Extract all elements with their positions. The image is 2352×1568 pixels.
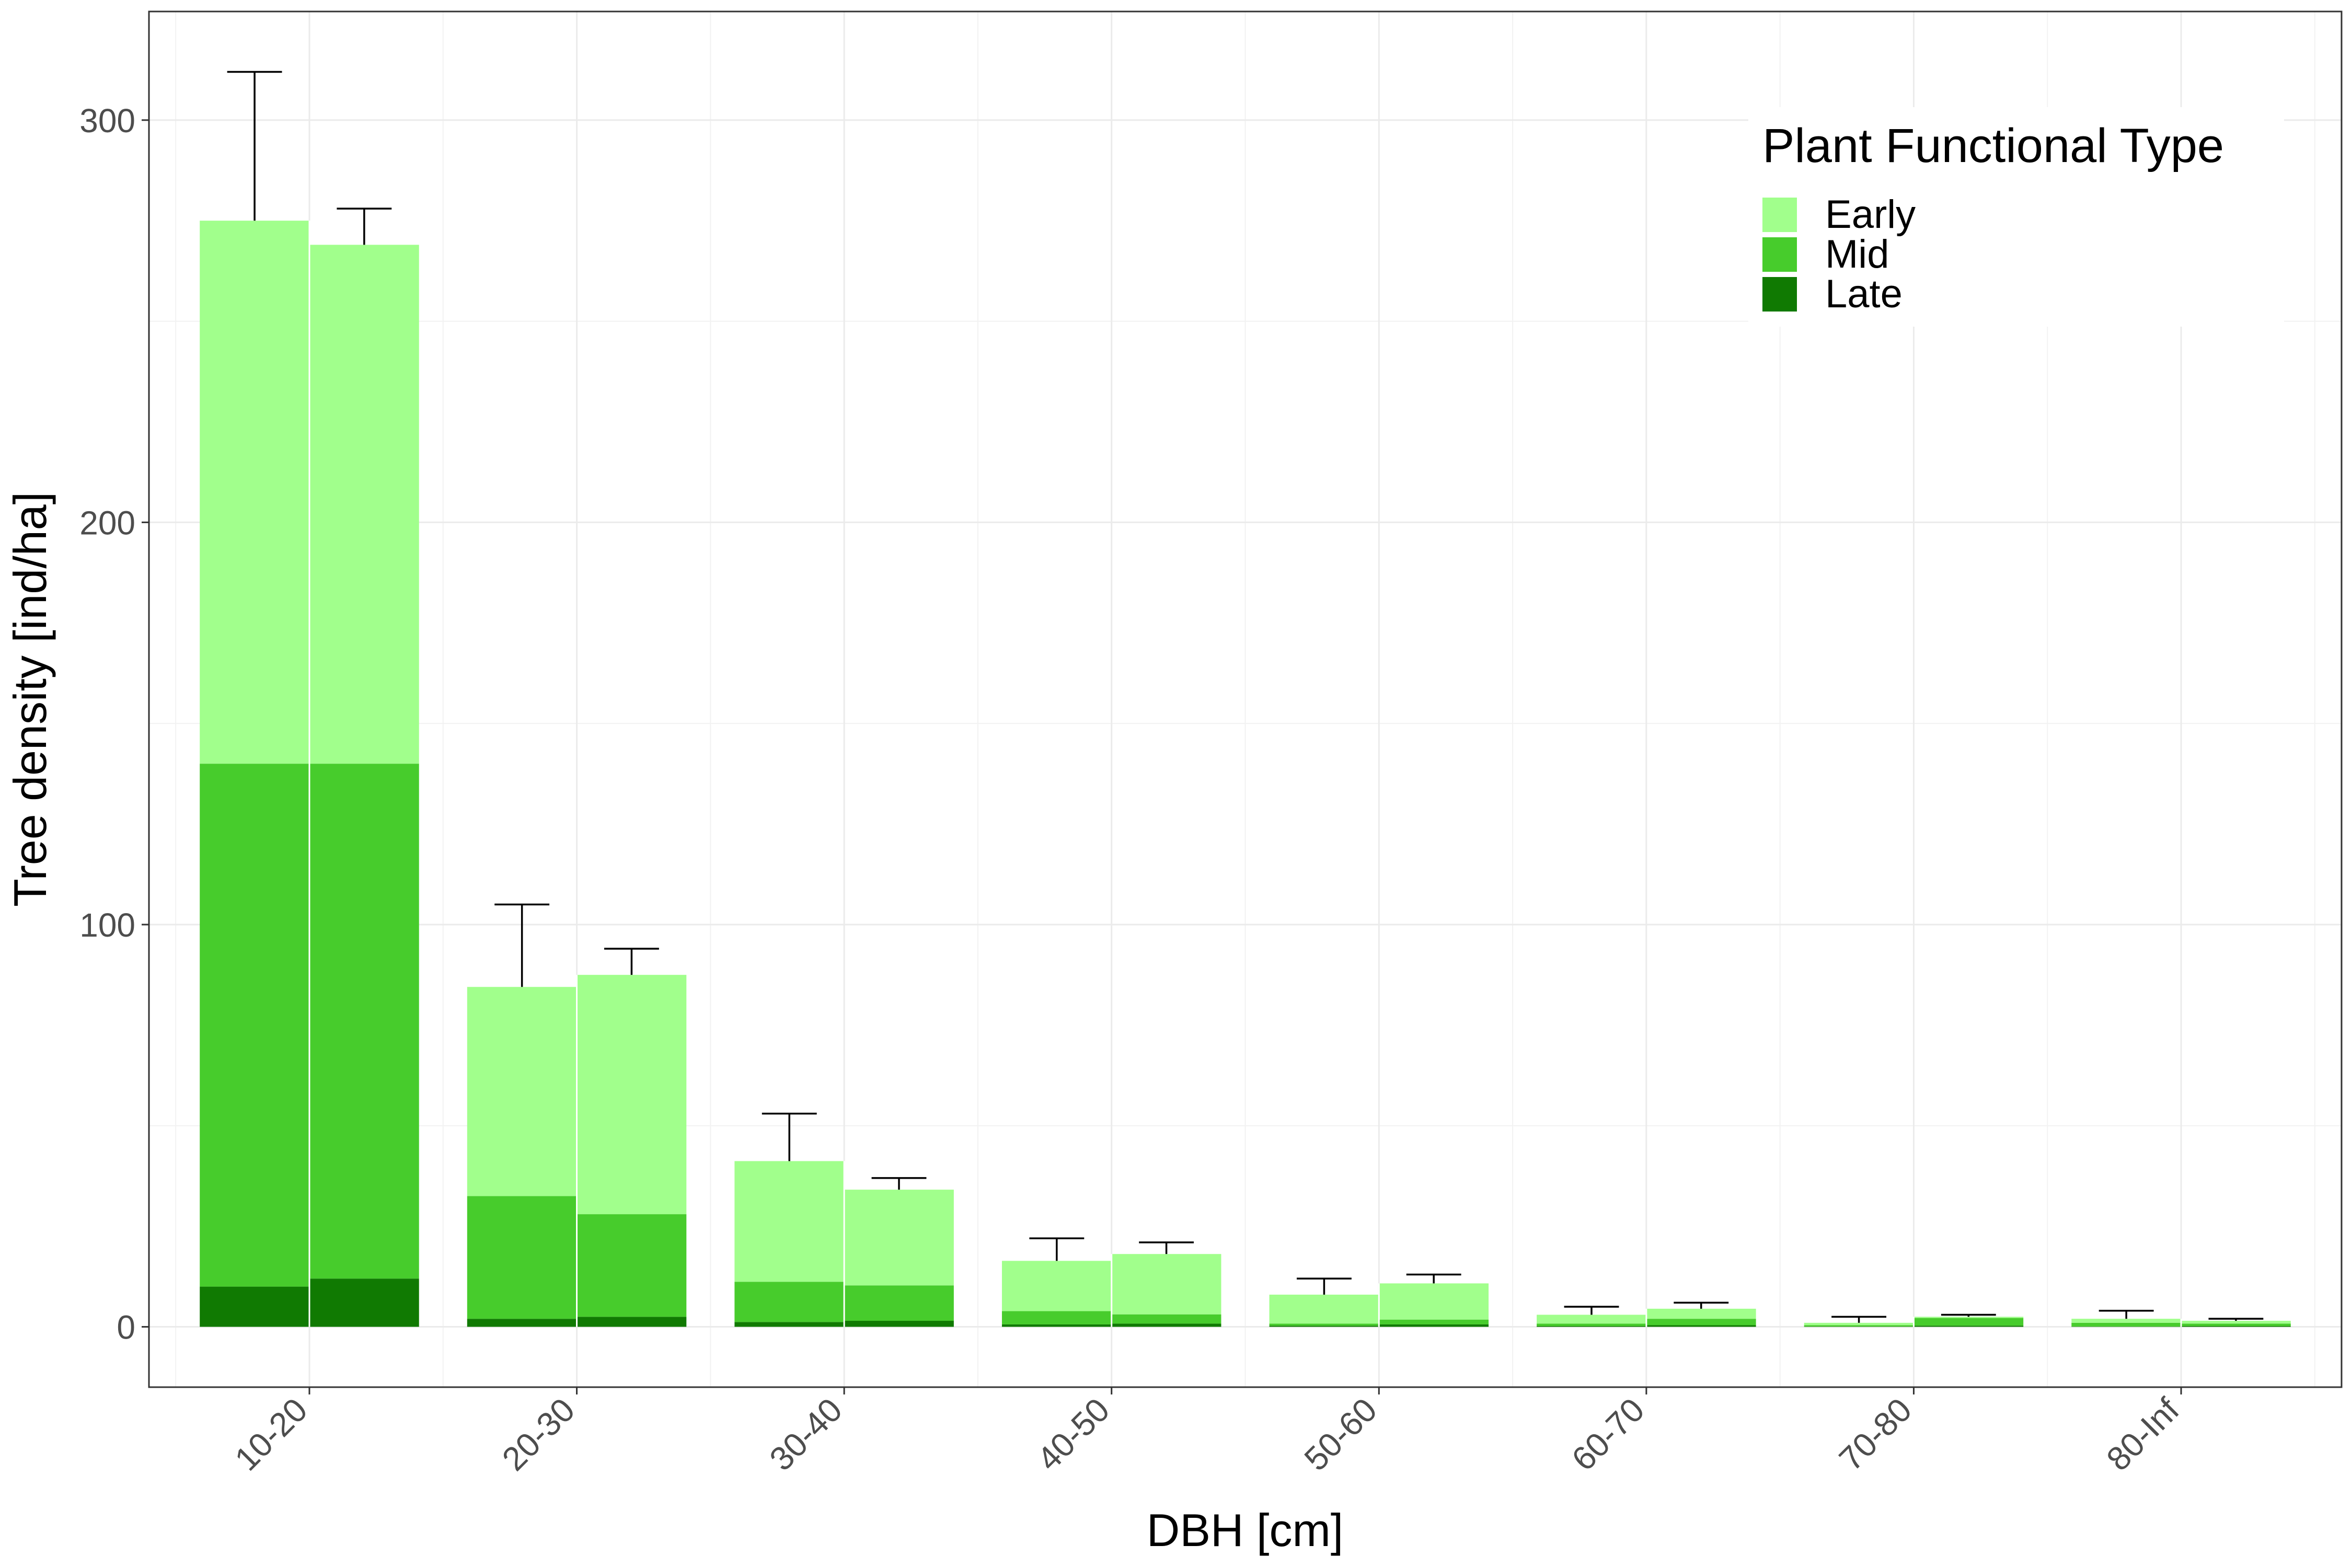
panel-border [148, 10, 2343, 1388]
bar-mid-20-30-1 [467, 1196, 577, 1319]
y-axis-title: Tree density [ind/ha] [4, 492, 56, 907]
bar-late-60-70-1 [1537, 1326, 1646, 1327]
bar-early-50-60-2 [1379, 1283, 1489, 1320]
bar-mid-30-40-2 [844, 1285, 954, 1321]
legend-label-mid: Mid [1825, 232, 1889, 276]
bar-mid-80-Inf-1 [2071, 1322, 2182, 1327]
bar-early-20-30-2 [577, 975, 687, 1215]
bar-late-50-60-1 [1269, 1325, 1379, 1327]
bar-early-10-20-2 [309, 245, 419, 764]
bar-mid-10-20-1 [200, 764, 309, 1287]
bar-mid-10-20-2 [309, 764, 419, 1279]
bar-late-30-40-1 [734, 1322, 845, 1327]
bar-late-40-50-2 [1111, 1323, 1221, 1327]
bar-late-70-80-2 [1913, 1325, 2024, 1327]
legend-key-early [1762, 198, 1797, 232]
bar-early-60-70-2 [1646, 1308, 1756, 1319]
bar-late-30-40-2 [844, 1321, 954, 1327]
legend-label-early: Early [1825, 192, 1916, 237]
bar-early-60-70-1 [1537, 1315, 1646, 1324]
bar-late-20-30-1 [467, 1319, 577, 1327]
bar-mid-60-70-2 [1646, 1319, 1756, 1325]
y-axis: 0 100 200 300 [79, 102, 149, 1346]
grid [149, 11, 2342, 1387]
bar-mid-70-80-2 [1913, 1318, 2024, 1326]
bar-mid-40-50-2 [1111, 1314, 1221, 1324]
bar-early-70-80-1 [1804, 1322, 1914, 1325]
legend-label-late: Late [1825, 272, 1903, 316]
bar-mid-70-80-1 [1804, 1325, 1914, 1327]
bar-late-10-20-1 [200, 1286, 309, 1327]
bar-mid-40-50-1 [1001, 1311, 1112, 1324]
bar-late-60-70-2 [1646, 1325, 1756, 1327]
bar-early-30-40-2 [844, 1190, 954, 1286]
y-tick-label: 300 [79, 102, 135, 140]
bar-late-80-Inf-2 [2181, 1326, 2291, 1327]
bar-early-50-60-1 [1269, 1294, 1379, 1324]
bar-late-10-20-2 [309, 1278, 419, 1327]
legend-key-late [1762, 277, 1797, 312]
legend-key-mid [1762, 237, 1797, 272]
bar-late-50-60-2 [1379, 1324, 1489, 1327]
bar-early-30-40-1 [734, 1161, 845, 1282]
bar-early-40-50-1 [1001, 1261, 1112, 1311]
bar-late-40-50-1 [1001, 1324, 1112, 1327]
bar-late-20-30-2 [577, 1317, 687, 1327]
bar-mid-50-60-1 [1269, 1323, 1379, 1326]
error-bars [227, 71, 2264, 1323]
legend-title: Plant Functional Type [1762, 119, 2224, 172]
bar-early-80-Inf-1 [2071, 1319, 2182, 1323]
bar-early-20-30-1 [467, 987, 577, 1196]
y-tick-label: 200 [79, 504, 135, 541]
legend-background [1748, 107, 2284, 327]
bar-early-40-50-2 [1111, 1254, 1221, 1315]
bar-early-80-Inf-2 [2181, 1321, 2291, 1324]
bar-mid-20-30-2 [577, 1214, 687, 1317]
y-tick-label: 100 [79, 906, 135, 944]
x-axis-title: DBH [cm] [1147, 1504, 1343, 1556]
bar-mid-60-70-1 [1537, 1323, 1646, 1327]
bar-mid-30-40-1 [734, 1282, 845, 1322]
y-tick-label: 0 [117, 1309, 135, 1346]
bar-early-10-20-1 [200, 221, 309, 764]
bar-mid-80-Inf-2 [2181, 1323, 2291, 1327]
bar-early-70-80-2 [1913, 1317, 2024, 1318]
bar-mid-50-60-2 [1379, 1319, 1489, 1324]
bars [200, 221, 2291, 1327]
